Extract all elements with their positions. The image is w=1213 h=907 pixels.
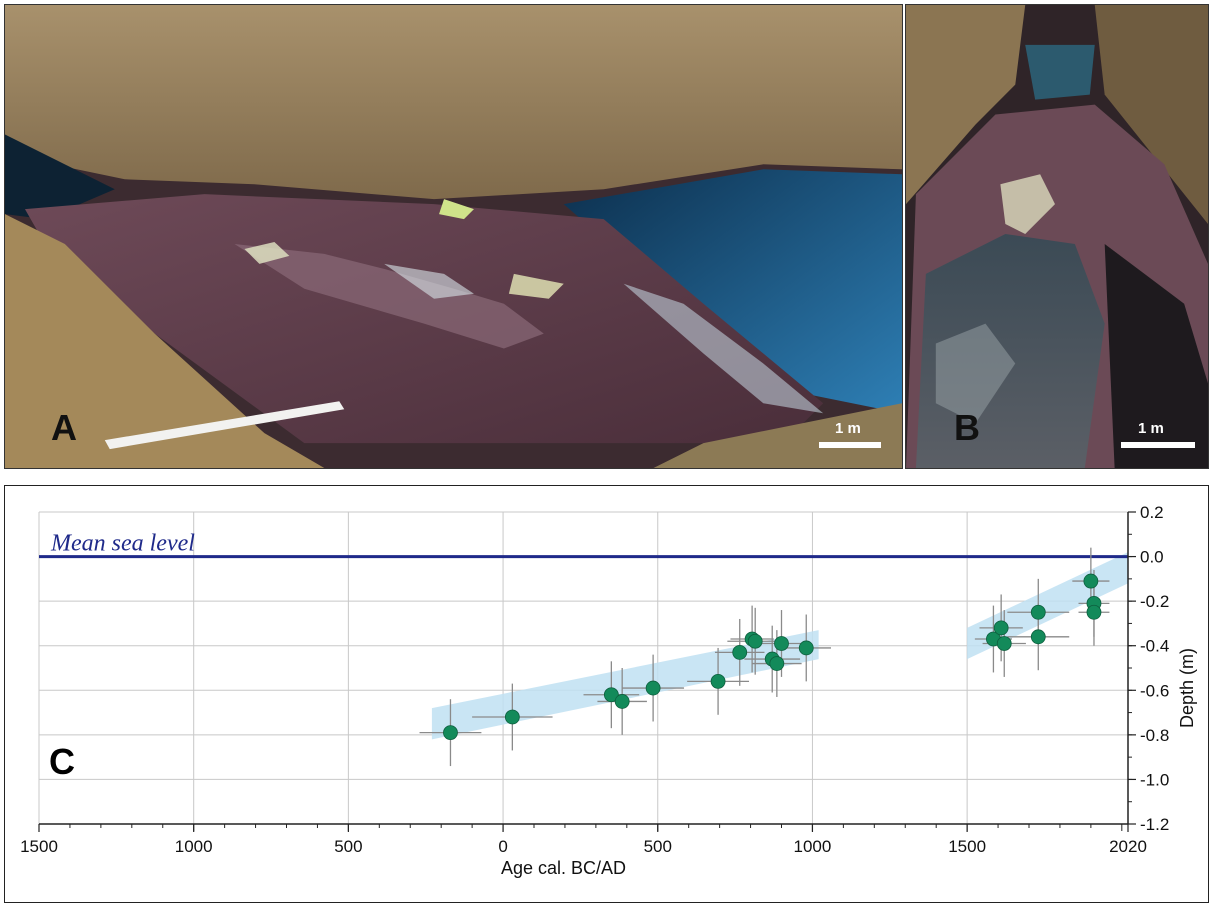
data-point-11 bbox=[774, 636, 789, 651]
x-tick-label-0: 1500 bbox=[20, 837, 58, 856]
data-point-14 bbox=[993, 620, 1009, 636]
reference-line-label: Mean sea level bbox=[50, 531, 195, 557]
trend-band-0 bbox=[431, 630, 819, 740]
x-axis-label: Age cal. BC/AD bbox=[501, 858, 626, 878]
y-tick-label-7: -1.2 bbox=[1140, 815, 1169, 834]
data-point-12 bbox=[798, 640, 814, 656]
y-tick-label-6: -1.0 bbox=[1140, 770, 1169, 789]
data-points bbox=[443, 573, 1102, 741]
x-tick-label-7: 2020 bbox=[1109, 837, 1147, 856]
panel-c-label: C bbox=[49, 741, 75, 782]
x-tick-label-1: 1000 bbox=[175, 837, 213, 856]
data-point-20 bbox=[1086, 604, 1102, 620]
data-point-18 bbox=[1083, 573, 1099, 589]
photo-a-image bbox=[5, 5, 902, 468]
data-point-4 bbox=[645, 680, 661, 696]
mean-sea-level-line: Mean sea level bbox=[39, 531, 1128, 559]
x-tick-label-5: 1000 bbox=[794, 837, 832, 856]
scale-label-a: 1 m bbox=[835, 420, 861, 437]
data-point-0 bbox=[443, 725, 458, 741]
scale-label-b: 1 m bbox=[1138, 420, 1164, 437]
y-tick-label-1: 0.0 bbox=[1140, 548, 1164, 567]
axes bbox=[39, 512, 1129, 825]
x-tick-label-4: 500 bbox=[644, 837, 672, 856]
panel-a-label: A bbox=[51, 407, 77, 448]
y-tick-label-4: -0.6 bbox=[1140, 681, 1169, 700]
x-tick-labels: 1500 1000 500 0 500 1000 1500 2020 bbox=[20, 824, 1147, 856]
data-point-1 bbox=[504, 709, 520, 725]
y-tick-label-0: 0.2 bbox=[1140, 503, 1164, 522]
data-point-8 bbox=[747, 633, 763, 649]
grid bbox=[38, 511, 1129, 825]
data-point-16 bbox=[1030, 629, 1046, 645]
panel-b-label: B bbox=[954, 407, 980, 448]
photo-b-channel: B 1 m bbox=[905, 4, 1209, 469]
data-point-2 bbox=[603, 687, 619, 703]
panel-c-depth-chart: Mean sea level 1500 1000 500 0 500 1000 1500 20… bbox=[4, 485, 1209, 903]
scale-bar-a bbox=[819, 442, 881, 448]
photo-b-image bbox=[906, 5, 1208, 468]
x-tick-label-2: 500 bbox=[334, 837, 362, 856]
x-tick-label-6: 1500 bbox=[948, 837, 986, 856]
y-tick-label-3: -0.4 bbox=[1140, 637, 1169, 656]
data-point-15 bbox=[996, 636, 1012, 651]
scale-bar-b bbox=[1121, 442, 1195, 448]
data-point-10 bbox=[769, 656, 785, 671]
data-point-17 bbox=[1030, 604, 1046, 620]
depth-age-chart: Mean sea level 1500 1000 500 0 500 1000 1500 20… bbox=[20, 503, 1197, 878]
photo-a-rock-platform: A 1 m bbox=[4, 4, 903, 469]
data-point-5 bbox=[710, 673, 726, 689]
y-tick-labels: 0.2 0.0 -0.2 -0.4 -0.6 -0.8 -1.0 -1.2 bbox=[1128, 503, 1169, 834]
y-tick-label-5: -0.8 bbox=[1140, 726, 1169, 745]
data-point-6 bbox=[732, 644, 748, 660]
x-tick-label-3: 0 bbox=[498, 837, 507, 856]
data-point-3 bbox=[614, 694, 630, 709]
y-tick-label-2: -0.2 bbox=[1140, 592, 1169, 611]
y-axis-label: Depth (m) bbox=[1177, 648, 1197, 728]
